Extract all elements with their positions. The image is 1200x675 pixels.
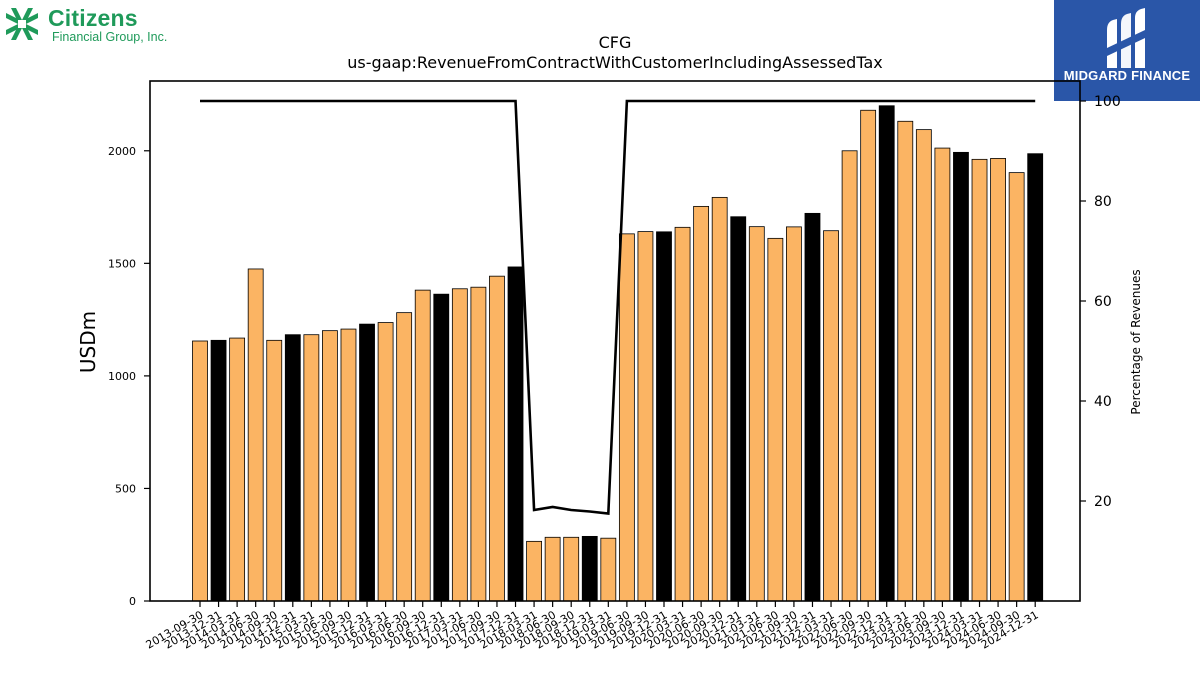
bar-2021-06-30 [767, 237, 784, 602]
y2-tick-label: 80 [1094, 194, 1112, 210]
bar-2022-03-31 [823, 230, 839, 602]
y-tick-label: 2000 [108, 145, 136, 158]
bar-2014-03-31 [229, 337, 246, 602]
y-axis-label: USDm [76, 311, 100, 373]
bar-2018-03-31 [526, 540, 542, 602]
citizens-mark-icon [6, 8, 38, 40]
bar-2018-12-31 [581, 535, 598, 602]
bar-2018-09-30 [563, 536, 580, 602]
bar-2015-06-30 [322, 330, 338, 602]
bar-2023-09-30 [934, 147, 951, 602]
bar-2023-03-31 [897, 120, 914, 602]
y2-tick-label: 40 [1094, 394, 1112, 410]
chart-title: CFG [599, 33, 632, 52]
bar-2019-09-30 [637, 231, 654, 602]
bar-2024-12-31 [1027, 153, 1044, 602]
bar-2015-09-30 [340, 328, 357, 602]
bar-2015-12-31 [359, 323, 375, 602]
line-layer [200, 99, 1036, 515]
bars-layer [192, 105, 1044, 602]
bar-2021-09-30 [786, 226, 802, 602]
bar-2014-12-31 [284, 334, 301, 602]
midgard-mark-icon [1107, 8, 1145, 68]
bar-2013-12-31 [210, 339, 227, 602]
citizens-logo-name: Citizens [48, 5, 138, 31]
y-tick-label: 1500 [108, 257, 136, 270]
y2-axis-label: Percentage of Revenues [1129, 269, 1143, 414]
y2-tick-label: 20 [1094, 494, 1112, 510]
chart-subtitle: us-gaap:RevenueFromContractWithCustomerI… [347, 53, 882, 72]
bar-2024-09-30 [1008, 172, 1025, 602]
citizens-logo: Citizens Financial Group, Inc. [4, 4, 204, 44]
midgard-logo-name: MIDGARD FINANCE [1063, 68, 1191, 83]
midgard-finance-logo: MIDGARD FINANCE [1054, 0, 1200, 101]
axes-layer: 0500100015002000204060801002013-09-30201… [108, 80, 1121, 652]
bar-2020-12-31 [730, 216, 747, 602]
bar-2018-06-30 [544, 536, 561, 602]
bar-2021-12-31 [804, 212, 821, 602]
y2-tick-label: 100 [1094, 94, 1121, 110]
y-tick-label: 0 [129, 595, 136, 608]
plot-frame [149, 80, 1081, 602]
bar-2014-09-30 [266, 339, 283, 602]
bar-2020-06-30 [693, 205, 710, 602]
bar-2020-09-30 [711, 196, 728, 602]
bar-2013-09-30 [192, 340, 208, 602]
bar-2019-12-31 [656, 231, 672, 602]
citizens-logo-subtitle: Financial Group, Inc. [52, 30, 168, 44]
bar-2014-06-30 [247, 268, 264, 602]
bar-2017-12-31 [507, 266, 524, 602]
bar-2020-03-31 [674, 226, 691, 602]
bar-2017-06-30 [470, 286, 487, 602]
bar-2016-12-31 [433, 293, 450, 602]
y2-tick-label: 60 [1094, 294, 1112, 310]
bar-2016-09-30 [414, 289, 431, 602]
bar-2019-03-31 [600, 537, 617, 602]
y-tick-label: 500 [115, 482, 136, 495]
bar-2021-03-31 [748, 226, 765, 602]
bar-2016-06-30 [396, 312, 413, 602]
percentage-line [200, 99, 1036, 515]
bar-2023-06-30 [915, 129, 932, 602]
bar-2024-03-31 [971, 158, 988, 602]
bar-2016-03-31 [377, 322, 394, 602]
bar-2017-03-31 [451, 288, 468, 602]
y-tick-label: 1000 [108, 370, 136, 383]
bar-2015-03-31 [303, 334, 320, 602]
bar-2022-06-30 [841, 150, 858, 602]
bar-2022-12-31 [878, 105, 895, 602]
bar-2017-09-30 [489, 275, 505, 602]
bar-2023-12-31 [953, 151, 969, 602]
bar-2022-09-30 [860, 109, 877, 602]
bar-2024-06-30 [990, 158, 1006, 602]
bar-2019-06-30 [618, 233, 635, 602]
